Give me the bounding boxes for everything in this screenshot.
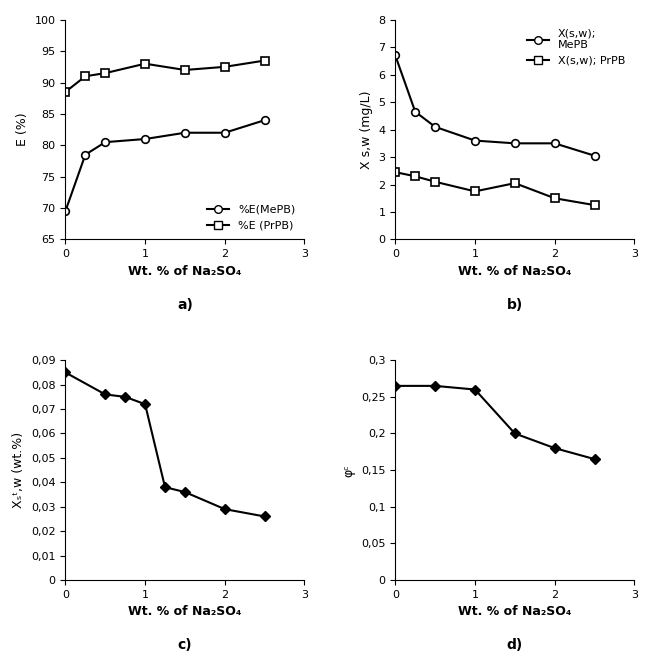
Y-axis label: E (%): E (%) <box>16 113 29 146</box>
Text: d): d) <box>507 639 523 652</box>
X-axis label: Wt. % of Na₂SO₄: Wt. % of Na₂SO₄ <box>128 605 241 618</box>
Y-axis label: Xₛᵗ,w (wt.%): Xₛᵗ,w (wt.%) <box>12 432 26 508</box>
Text: a): a) <box>177 298 193 312</box>
Legend: %E(MePB), %E (PrPB): %E(MePB), %E (PrPB) <box>204 202 299 234</box>
Y-axis label: φᶜ: φᶜ <box>343 464 355 476</box>
Text: b): b) <box>507 298 523 312</box>
Text: c): c) <box>178 639 192 652</box>
X-axis label: Wt. % of Na₂SO₄: Wt. % of Na₂SO₄ <box>128 265 241 277</box>
X-axis label: Wt. % of Na₂SO₄: Wt. % of Na₂SO₄ <box>458 605 572 618</box>
X-axis label: Wt. % of Na₂SO₄: Wt. % of Na₂SO₄ <box>458 265 572 277</box>
Y-axis label: X s,w (mg/L): X s,w (mg/L) <box>360 90 373 169</box>
Legend: X(s,w);
MePB, X(s,w); PrPB: X(s,w); MePB, X(s,w); PrPB <box>524 25 629 69</box>
